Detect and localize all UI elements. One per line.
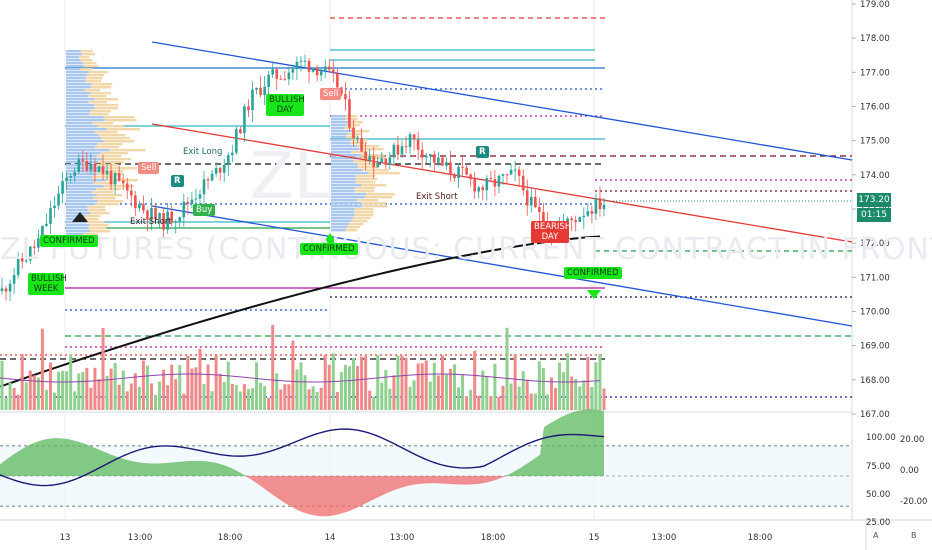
confirmed-label-2: CONFIRMED: [300, 243, 358, 255]
volume-profile-1: [66, 50, 146, 236]
r-label-1: R: [171, 175, 184, 187]
confirmed-triangle-2: [323, 233, 337, 243]
osc-left-tick-1: 75.00: [866, 462, 890, 472]
volume-ma-line: [0, 373, 601, 383]
osc-right-tick-2: -20.00: [900, 497, 927, 507]
price-tick-label-11: 168.00: [860, 376, 890, 386]
log-scale-button[interactable]: B: [911, 531, 917, 540]
price-tick-label-4: 175.00: [860, 137, 890, 147]
moving-average-line: [0, 235, 601, 388]
channel-lower: [151, 205, 853, 327]
osc-right-tick-0: 20.00: [900, 435, 924, 445]
price-tick-label-0: 179.00: [860, 0, 890, 10]
time-tick-8: 18:00: [748, 533, 773, 543]
bearish-day-label: BEARISH DAY: [531, 221, 571, 243]
time-tick-7: 13:00: [652, 533, 677, 543]
confirmed-triangle-3: [587, 290, 601, 299]
confirmed-label-3: CONFIRMED: [564, 267, 622, 279]
exit-short-text-1: Exit Short: [130, 217, 172, 227]
price-tick-label-9: 170.00: [860, 308, 890, 318]
price-tick-label-10: 169.00: [860, 342, 890, 352]
price-tick-label-1: 178.00: [860, 34, 890, 44]
time-tick-3: 14: [325, 533, 336, 543]
auto-scale-button[interactable]: A: [873, 531, 879, 540]
price-tick-label-3: 176.00: [860, 103, 890, 113]
bullish-week-label: BULLISH WEEK: [28, 273, 67, 295]
buy-label: Buy: [193, 204, 216, 216]
time-tick-0: 13: [60, 533, 71, 543]
volume-profile-2: [331, 115, 400, 232]
bullish-day-label: BULLISH DAY: [266, 94, 305, 116]
price-tick-label-7: 172.00: [860, 239, 890, 249]
candles: [0, 54, 606, 302]
osc-left-tick-2: 50.00: [866, 490, 890, 500]
osc-negative-area: [0, 476, 604, 517]
time-tick-5: 18:00: [481, 533, 506, 543]
osc-left-tick-0: 100.00: [866, 433, 896, 443]
channel-midline: [151, 123, 853, 243]
osc-right-tick-1: 0.00: [900, 466, 919, 476]
price-tick-label-2: 177.00: [860, 68, 890, 78]
countdown-badge: 01:15: [857, 208, 891, 222]
exit-long-text: Exit Long: [183, 147, 223, 157]
time-tick-2: 18:00: [218, 533, 243, 543]
channel-upper: [151, 41, 853, 161]
price-tick-label-8: 171.00: [860, 273, 890, 283]
price-tick-label-12: 167.00: [860, 410, 890, 420]
sell-label-2: Sell: [320, 88, 342, 100]
time-tick-1: 13:00: [128, 533, 153, 543]
last-price-badge: 173.20: [857, 193, 891, 207]
osc-left-tick-3: 25.00: [866, 518, 890, 528]
time-tick-6: 15: [589, 533, 600, 543]
confirmed-triangle-1: [72, 212, 88, 222]
exit-short-text-2: Exit Short: [416, 192, 458, 202]
volume-bars: [0, 324, 606, 410]
oscillator-line: [0, 428, 605, 487]
time-tick-4: 13:00: [390, 533, 415, 543]
r-label-2: R: [476, 146, 489, 158]
sell-label-1: Sell: [138, 162, 160, 174]
osc-positive-area: [0, 409, 604, 476]
confirmed-label-1: CONFIRMED: [40, 235, 98, 247]
price-tick-label-5: 174.00: [860, 171, 890, 181]
